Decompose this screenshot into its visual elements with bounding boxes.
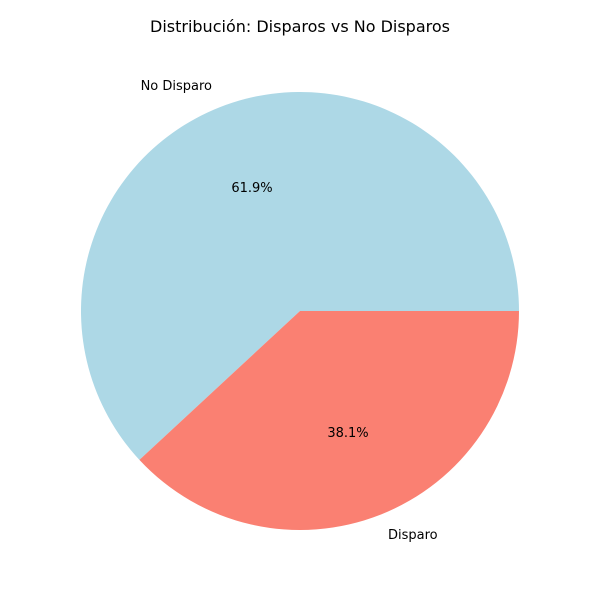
slice-label-disparo: Disparo: [388, 528, 438, 543]
pie-labels: No Disparo 61.9% Disparo 38.1%: [141, 79, 438, 543]
chart-title: Distribución: Disparos vs No Disparos: [150, 17, 450, 36]
slice-label-no-disparo: No Disparo: [141, 79, 212, 94]
percent-label-no-disparo: 61.9%: [231, 181, 272, 196]
pie-slices: [81, 91, 519, 530]
pie-slice-no-disparo: [81, 91, 519, 460]
pie-slice-disparo: [139, 311, 519, 530]
percent-label-disparo: 38.1%: [327, 426, 368, 441]
